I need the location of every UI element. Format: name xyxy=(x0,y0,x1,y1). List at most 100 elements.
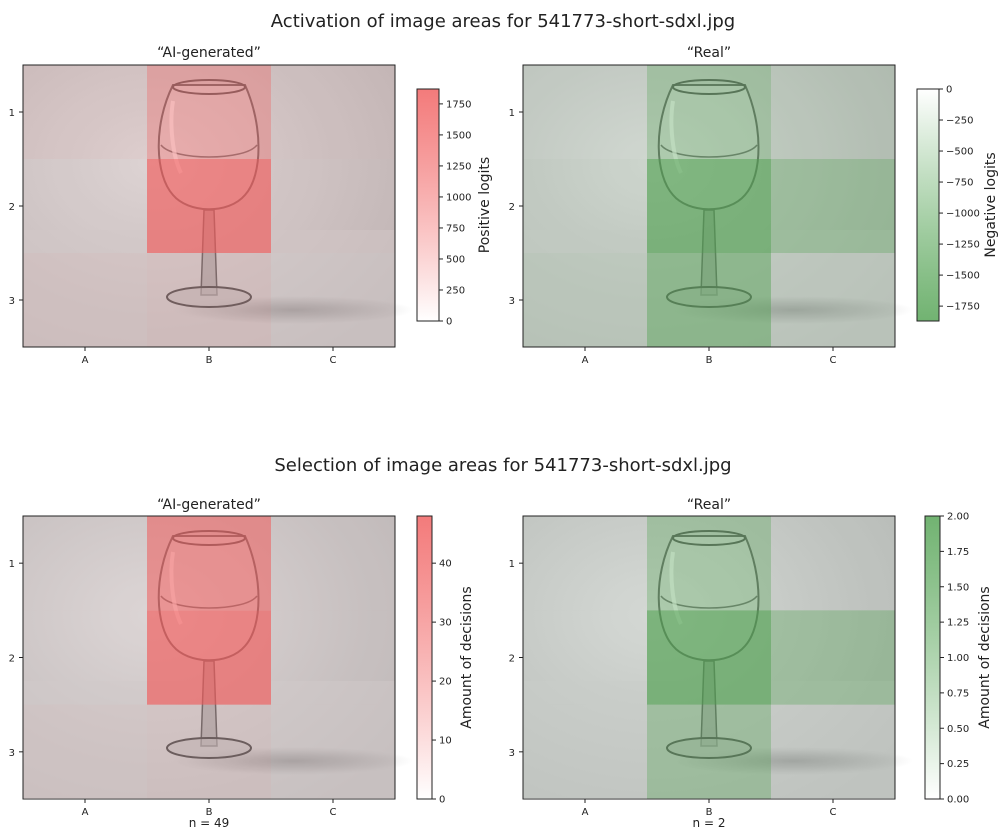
colorbar xyxy=(416,515,433,800)
heatmap-cell-2B xyxy=(647,159,771,253)
heatmap-cell-2C xyxy=(271,610,395,705)
colorbar-label: Amount of decisions xyxy=(459,586,475,728)
heatmap-cell-2B xyxy=(147,610,271,705)
colorbar-tick-label: −250 xyxy=(946,116,973,127)
heatmap-cell-1B xyxy=(647,65,771,159)
x-tick-label: C xyxy=(830,807,837,818)
colorbar-tick-label: −1250 xyxy=(946,240,980,251)
heatmap-cell-3A xyxy=(23,704,147,799)
heatmap-cell-2C xyxy=(771,610,895,705)
colorbar-tick-label: 1.50 xyxy=(947,582,969,593)
colorbar-tick-label: 0.75 xyxy=(947,688,969,699)
colorbar-label: Negative logits xyxy=(983,152,999,257)
heatmap-cell-1C xyxy=(271,65,395,159)
colorbar xyxy=(416,88,440,322)
heatmap-cell-2A xyxy=(23,610,147,705)
colorbar-tick-label: 250 xyxy=(446,285,465,296)
colorbar xyxy=(916,88,940,322)
y-tick-label: 1 xyxy=(9,108,15,119)
heatmap-cell-3B xyxy=(147,704,271,799)
colorbar-tick-label: 1.25 xyxy=(947,618,969,629)
panel-title: “Real” xyxy=(687,45,731,61)
colorbar-tick-label: 0 xyxy=(446,317,452,328)
heatmap-cell-1A xyxy=(523,516,647,611)
heatmap-cell-2A xyxy=(523,610,647,705)
colorbar-tick-label: 1.00 xyxy=(947,653,969,664)
y-tick-label: 1 xyxy=(509,559,515,570)
panel-title: “AI-generated” xyxy=(157,45,261,61)
heatmap-cell-3A xyxy=(523,253,647,347)
heatmap-cell-1B xyxy=(647,516,771,611)
heatmap-cell-2A xyxy=(23,159,147,253)
y-tick-label: 3 xyxy=(9,748,15,759)
x-tick-label: C xyxy=(830,355,837,366)
colorbar-tick-label: −1750 xyxy=(946,302,980,313)
heatmap-cell-3A xyxy=(523,704,647,799)
y-tick-label: 3 xyxy=(9,296,15,307)
colorbar-tick-label: 30 xyxy=(439,618,452,629)
heatmap-cell-3C xyxy=(271,253,395,347)
colorbar-tick-label: 750 xyxy=(446,223,465,234)
x-tick-label: B xyxy=(206,807,213,818)
colorbar-tick-label: 0.50 xyxy=(947,724,969,735)
x-tick-label: C xyxy=(330,355,337,366)
y-tick-label: 2 xyxy=(509,202,515,213)
x-tick-label: A xyxy=(82,807,89,818)
x-tick-label: A xyxy=(82,355,89,366)
heatmap-cell-1C xyxy=(271,516,395,611)
colorbar-tick-label: 0.00 xyxy=(947,795,969,806)
colorbar-tick-label: 1750 xyxy=(446,99,471,110)
heatmap-cell-2B xyxy=(147,159,271,253)
colorbar-tick-label: 2.00 xyxy=(947,512,969,523)
y-tick-label: 2 xyxy=(509,654,515,665)
panel-title: “Real” xyxy=(687,497,731,513)
heatmap-cell-2C xyxy=(271,159,395,253)
colorbar-tick-label: 40 xyxy=(439,559,452,570)
y-tick-label: 1 xyxy=(509,108,515,119)
heatmap-cell-1C xyxy=(771,65,895,159)
colorbar-tick-label: 10 xyxy=(439,736,452,747)
heatmap-cell-3A xyxy=(23,253,147,347)
heatmap-cell-3C xyxy=(771,253,895,347)
x-tick-label: A xyxy=(582,355,589,366)
colorbar-tick-label: 1500 xyxy=(446,130,471,141)
colorbar-label: Amount of decisions xyxy=(977,586,993,728)
heatmap-cell-3C xyxy=(271,704,395,799)
heatmap-cell-3C xyxy=(771,704,895,799)
y-tick-label: 3 xyxy=(509,748,515,759)
colorbar-tick-label: 1000 xyxy=(446,192,471,203)
colorbar-tick-label: 1.75 xyxy=(947,547,969,558)
x-tick-label: C xyxy=(330,807,337,818)
selection-suptitle: Selection of image areas for 541773-shor… xyxy=(274,455,731,476)
colorbar-tick-label: −750 xyxy=(946,178,973,189)
heatmap-cell-3B xyxy=(647,253,771,347)
selection-ai-generated-panel: “AI-generated” A B C 1 2 3 n = 49 0 10 20 30 40 Amoun… xyxy=(9,497,475,830)
colorbar-label: Positive logits xyxy=(477,157,493,253)
heatmap-cell-2B xyxy=(647,610,771,705)
activation-ai-generated-panel: “AI-generated” A B C 1 2 3 0 250 500 750 1000 1250 15… xyxy=(9,45,493,366)
colorbar-tick-label: −1000 xyxy=(946,209,980,220)
colorbar-tick-label: 0 xyxy=(439,795,445,806)
x-tick-label: B xyxy=(706,355,713,366)
colorbar-tick-label: −1500 xyxy=(946,271,980,282)
heatmap-cell-2C xyxy=(771,159,895,253)
heatmap-cell-2A xyxy=(523,159,647,253)
heatmap-cell-3B xyxy=(647,704,771,799)
y-tick-label: 1 xyxy=(9,559,15,570)
heatmap-cell-1B xyxy=(147,516,271,611)
sample-count-label: n = 49 xyxy=(189,816,230,830)
colorbar-tick-label: 20 xyxy=(439,677,452,688)
colorbar-tick-label: 0.25 xyxy=(947,759,969,770)
heatmap-cell-1A xyxy=(523,65,647,159)
colorbar-tick-label: 0 xyxy=(946,85,952,96)
y-tick-label: 3 xyxy=(509,296,515,307)
colorbar-tick-label: −500 xyxy=(946,147,973,158)
heatmap-cell-3B xyxy=(147,253,271,347)
heatmap-cell-1A xyxy=(23,516,147,611)
sample-count-label: n = 2 xyxy=(693,816,726,830)
heatmap-cell-1C xyxy=(771,516,895,611)
colorbar xyxy=(924,515,941,800)
colorbar-tick-label: 1250 xyxy=(446,161,471,172)
panel-title: “AI-generated” xyxy=(157,497,261,513)
